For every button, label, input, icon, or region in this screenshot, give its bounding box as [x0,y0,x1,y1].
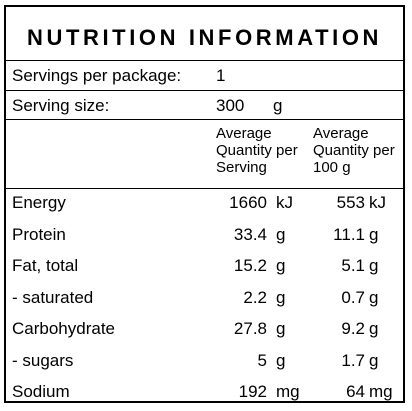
serving-size-label: Serving size: [12,96,110,115]
per-100g-amount: 9.2 [341,319,365,338]
serving-amount: 192 [238,382,267,401]
per-100g-unit: g [369,256,379,275]
servings-value: 1 [216,66,226,85]
serving-amount: 27.8 [233,319,267,338]
column-header-line: Quantity per [216,142,298,159]
nutrient-name: Carbohydrate [12,319,116,338]
per-100g-unit: mg [369,382,393,401]
servings-label: Servings per package: [12,66,182,85]
per-100g-amount: 11.1 [333,224,365,244]
serving-unit: g [276,350,286,370]
serving-amount: 15.2 [233,256,267,275]
nutrient-name: - saturated [12,287,94,307]
serving-unit: mg [276,382,300,401]
per-100g-amount: 64 [346,382,365,401]
per-100g-amount: 0.7 [341,287,365,307]
serving-unit: g [276,287,286,307]
nutrient-name: - sugars [12,350,74,370]
per-100g-amount: 5.1 [341,256,365,275]
serving-unit: g [276,319,286,338]
per-100g-unit: g [369,319,379,338]
nutrition-panel: NUTRITION INFORMATION Servings per packa… [4,5,405,403]
column-header-line: Average [313,125,369,142]
column-header-line: Average [216,125,272,142]
header-divider [6,188,403,189]
serving-unit: g [276,224,286,244]
column-header-per-serving: Average Quantity per Serving [216,125,298,176]
column-header-line: Serving [216,159,267,176]
per-100g-unit: g [369,224,379,244]
nutrient-name: Protein [12,224,66,244]
serving-amount: 33.4 [233,224,267,244]
serving-size-unit: g [273,96,283,115]
per-100g-unit: kJ [369,193,386,212]
panel-title: NUTRITION INFORMATION [26,25,383,50]
per-100g-amount: 1.7 [341,350,365,370]
divider [6,90,403,91]
column-header-line: Quantity per [313,142,395,159]
serving-amount: 1660 [229,193,267,212]
divider [6,60,403,61]
nutrient-name: Sodium [12,382,70,401]
serving-size-value: 300 [216,96,245,115]
nutrient-name: Fat, total [12,256,79,275]
nutrient-name: Energy [12,193,66,212]
column-header-line: 100 g [313,159,351,176]
serving-unit: kJ [276,193,293,212]
serving-amount: 2.2 [243,287,267,307]
serving-unit: g [276,256,286,275]
divider [6,119,403,120]
per-100g-unit: g [369,350,379,370]
per-100g-amount: 553 [336,193,365,212]
per-100g-unit: g [369,287,379,307]
serving-amount: 5 [257,350,267,370]
column-header-per-100g: Average Quantity per 100 g [313,125,395,176]
